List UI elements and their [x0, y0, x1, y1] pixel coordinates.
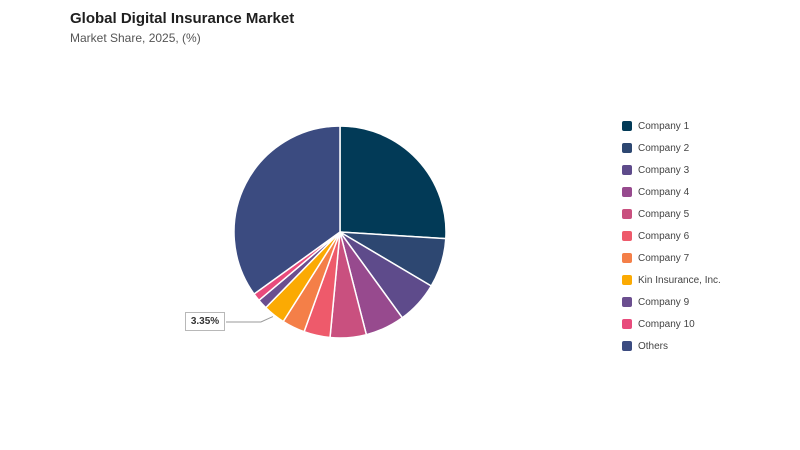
legend-swatch — [622, 341, 632, 351]
legend-swatch — [622, 209, 632, 219]
legend-swatch — [622, 165, 632, 175]
legend-item[interactable]: Kin Insurance, Inc. — [622, 269, 721, 291]
legend-item[interactable]: Company 4 — [622, 181, 721, 203]
legend-swatch — [622, 121, 632, 131]
legend-item[interactable]: Company 5 — [622, 203, 721, 225]
legend-label: Company 7 — [638, 252, 690, 264]
legend-swatch — [622, 143, 632, 153]
legend-item[interactable]: Others — [622, 335, 721, 357]
legend-swatch — [622, 253, 632, 263]
legend-swatch — [622, 275, 632, 285]
legend-item[interactable]: Company 9 — [622, 291, 721, 313]
pie-slice-company-1 — [339, 125, 447, 240]
callout-leader-line — [226, 316, 274, 323]
legend-swatch — [622, 187, 632, 197]
legend-swatch — [622, 231, 632, 241]
legend-label: Company 9 — [638, 296, 690, 308]
legend-item[interactable]: Company 2 — [622, 137, 721, 159]
legend-label: Company 2 — [638, 142, 690, 154]
legend-label: Company 3 — [638, 164, 690, 176]
chart-legend: Company 1 Company 2 Company 3 Company 4 Comp… — [622, 115, 721, 357]
legend-label: Company 4 — [638, 186, 690, 198]
pie-slice-others — [233, 125, 341, 295]
legend-item[interactable]: Company 7 — [622, 247, 721, 269]
legend-swatch — [622, 297, 632, 307]
chart-title: Global Digital Insurance Market — [70, 10, 295, 27]
legend-item[interactable]: Company 3 — [622, 159, 721, 181]
legend-label: Others — [638, 340, 669, 352]
legend-item[interactable]: Company 10 — [622, 313, 721, 335]
legend-label: Company 1 — [638, 120, 690, 132]
legend-label: Company 5 — [638, 208, 690, 220]
legend-item[interactable]: Company 1 — [622, 115, 721, 137]
chart-subtitle: Market Share, 2025, (%) — [70, 31, 201, 45]
legend-item[interactable]: Company 6 — [622, 225, 721, 247]
legend-label: Company 10 — [638, 318, 695, 330]
kin-insurance-value-label: 3.35% — [185, 312, 225, 331]
legend-label: Company 6 — [638, 230, 690, 242]
legend-swatch — [622, 319, 632, 329]
legend-label: Kin Insurance, Inc. — [638, 274, 721, 286]
